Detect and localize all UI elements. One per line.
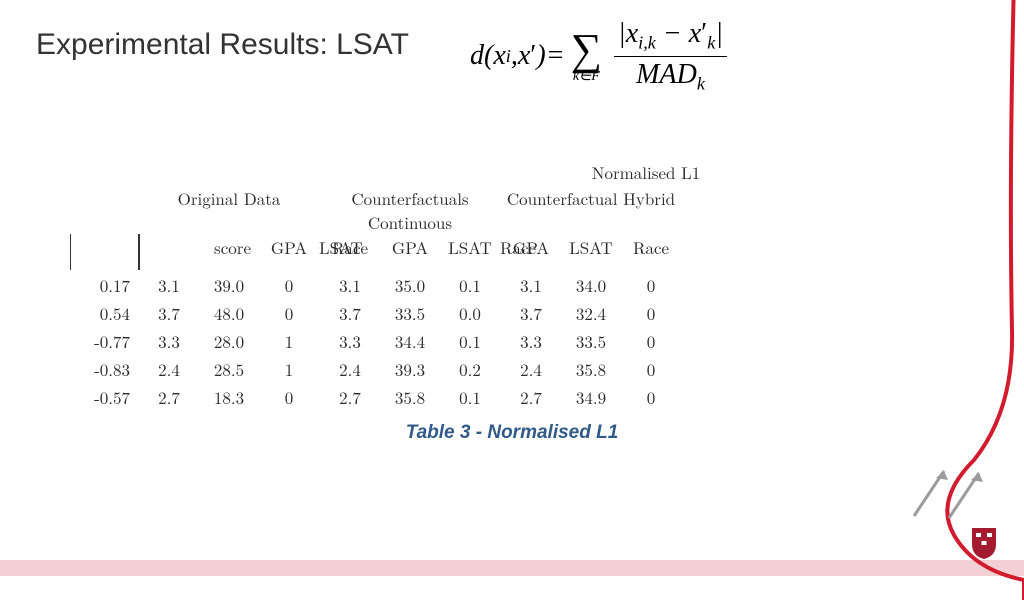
table-cell: -0.77 [70,328,138,354]
group-headers-row: Original Data Counterfactuals Continuous… [70,186,954,234]
vertical-rule [70,234,71,270]
harvard-shield-icon [970,526,998,560]
table-cell: 33.5 [380,300,440,326]
bar1: | [618,18,626,49]
table-cell: 28.0 [199,328,259,354]
table-caption: Table 3 - Normalised L1 [70,422,954,444]
table-cell: 2.4 [139,356,199,382]
formula-xprime: x [518,40,530,72]
table-cell: 0 [621,328,681,354]
table-cell: 18.3 [199,384,259,410]
table-cell: 34.9 [561,384,621,410]
table-cell: 35.8 [561,356,621,382]
sigma-block: ∑ k∈F [571,28,602,84]
table-cell: 39.0 [199,272,259,298]
sigma-symbol: ∑ [571,28,602,72]
table-cell: 0 [259,384,319,410]
table-cell: 0.1 [440,384,500,410]
table-cell: 0 [621,384,681,410]
table-cell: 3.1 [501,272,561,298]
table-cell: 35.8 [380,384,440,410]
group-header-original: Original Data [139,186,319,234]
den-k: k [697,73,705,93]
table-cell: 0 [621,300,681,326]
table-cell: 0 [259,300,319,326]
table-cell: 3.7 [501,300,561,326]
num-minus: − [656,18,689,49]
table-cell: 0 [621,356,681,382]
table-cell: 0.54 [70,300,138,326]
bar2: | [715,18,723,49]
table-cell: 2.7 [139,384,199,410]
table-cell: 2.4 [320,356,380,382]
table-cell: 33.5 [561,328,621,354]
table-cell: 35.0 [380,272,440,298]
col-race-3: Race [621,234,681,260]
table-cell: 2.7 [501,384,561,410]
col-gpa-2: GPA [380,234,440,260]
table-cell: 32.4 [561,300,621,326]
table-cell: 0.1 [440,328,500,354]
footer-bar [0,560,1024,576]
group-header-ch: Counterfactual Hybrid [501,186,681,234]
table-cell: 3.3 [501,328,561,354]
table-cell: 0.1 [440,272,500,298]
table-cell: 2.4 [501,356,561,382]
table-cell: 1 [259,356,319,382]
table-cell: 3.3 [139,328,199,354]
formula-i: i [506,46,511,67]
fraction: |xi,k − x′k| MADk [614,18,727,94]
col-lsat-3: LSAT [561,234,621,260]
formula-eq: = [546,40,565,72]
num-x: x [626,18,638,49]
table-cell: 0.0 [440,300,500,326]
page-title: Experimental Results: LSAT [36,28,409,62]
table-cell: 3.7 [320,300,380,326]
sigma-in: ∈ [579,69,591,84]
data-grid: scoreGPALSATRaceGPALSATRaceGPALSATRace0.… [70,234,954,410]
col-lsat-2: LSAT [440,234,500,260]
col-gpa-1: GPA [259,234,319,260]
results-table: Normalised L1 Original Data Counterfactu… [70,160,954,444]
col-gpa-3: GPA [501,234,561,260]
formula-d: d [470,40,484,72]
group-header-cc: Counterfactuals Continuous [320,186,500,234]
vertical-rule [139,234,140,270]
table-cell: 0.2 [440,356,500,382]
table-cell: 0 [621,272,681,298]
table-cell: 2.7 [320,384,380,410]
col-score: score [199,234,259,260]
table-cell: 3.7 [139,300,199,326]
table-cell: 48.0 [199,300,259,326]
table-cell: 28.5 [199,356,259,382]
table-cell: 34.0 [561,272,621,298]
table-super-header: Normalised L1 [338,160,954,184]
table-cell: 3.1 [320,272,380,298]
table-cell: 39.3 [380,356,440,382]
sigma-F: F [591,69,600,84]
num-xprime: x [689,18,701,49]
table-cell: -0.57 [70,384,138,410]
table-cell: 3.3 [320,328,380,354]
den-mad: MAD [636,59,697,90]
table-cell: -0.83 [70,356,138,382]
table-cell: 0.17 [70,272,138,298]
table-cell: 1 [259,328,319,354]
col-race-1: Race [320,234,380,260]
table-cell: 3.1 [139,272,199,298]
num-ik: i,k [638,33,656,53]
table-cell: 34.4 [380,328,440,354]
table-cell: 0 [259,272,319,298]
formula-x: x [493,40,505,72]
grey-arrows-icon [904,456,994,526]
